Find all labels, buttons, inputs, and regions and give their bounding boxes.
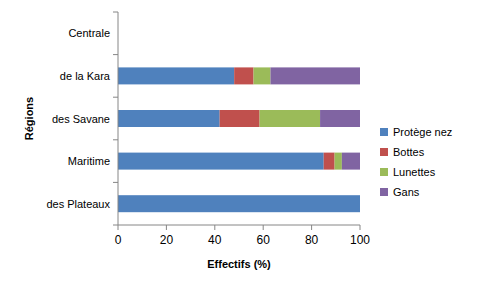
y-tick: [113, 54, 118, 55]
y-axis: [118, 12, 119, 225]
x-tick-label: 0: [115, 233, 122, 247]
x-tick: [166, 225, 167, 230]
y-tick: [113, 12, 118, 13]
y-tick: [113, 97, 118, 98]
category-label: des Savane: [52, 113, 110, 125]
y-tick: [113, 139, 118, 140]
category-label: Centrale: [68, 27, 110, 39]
legend: Protège nez Bottes Lunettes Gans: [380, 126, 452, 198]
bar-segment: [118, 110, 220, 127]
legend-swatch: [380, 188, 388, 196]
x-tick-label: 100: [350, 233, 370, 247]
bar-segment: [360, 195, 361, 212]
legend-swatch: [380, 148, 388, 156]
category-label: des Plateaux: [46, 198, 110, 210]
bar-segment: [360, 195, 361, 212]
bar-segment: [234, 67, 253, 84]
bar-segment: [118, 67, 234, 84]
legend-label: Protège nez: [393, 126, 452, 138]
bar-segment: [118, 195, 360, 212]
bar-segment: [260, 110, 321, 127]
bar-segment: [335, 153, 342, 170]
x-tick: [360, 225, 361, 230]
y-tick: [113, 225, 118, 226]
bar-segment: [220, 110, 260, 127]
x-tick-label: 40: [208, 233, 222, 247]
y-axis-label: Régions: [23, 97, 35, 140]
legend-swatch: [380, 168, 388, 176]
bar-segment: [324, 153, 335, 170]
legend-swatch: [380, 128, 388, 136]
legend-label: Lunettes: [393, 166, 436, 178]
x-tick-label: 80: [305, 233, 319, 247]
bar-segment: [254, 67, 271, 84]
x-tick: [311, 225, 312, 230]
bar-segment: [342, 153, 360, 170]
category-label: de la Kara: [60, 70, 111, 82]
x-axis: [118, 225, 360, 226]
x-tick: [263, 225, 264, 230]
x-tick-label: 20: [160, 233, 174, 247]
y-tick: [113, 182, 118, 183]
chart: 0 20 40 60 80 100 des Plateaux Maritime des Sava…: [0, 0, 480, 287]
bars: [118, 67, 360, 212]
x-tick: [214, 225, 215, 230]
bar-segment: [360, 195, 361, 212]
bar-segment: [270, 67, 360, 84]
category-label: Maritime: [68, 155, 110, 167]
x-tick-label: 60: [257, 233, 271, 247]
x-axis-label: Effectifs (%): [207, 258, 271, 270]
legend-label: Bottes: [393, 146, 425, 158]
bar-segment: [320, 110, 360, 127]
legend-label: Gans: [393, 186, 420, 198]
x-tick: [118, 225, 119, 230]
bar-segment: [118, 153, 324, 170]
